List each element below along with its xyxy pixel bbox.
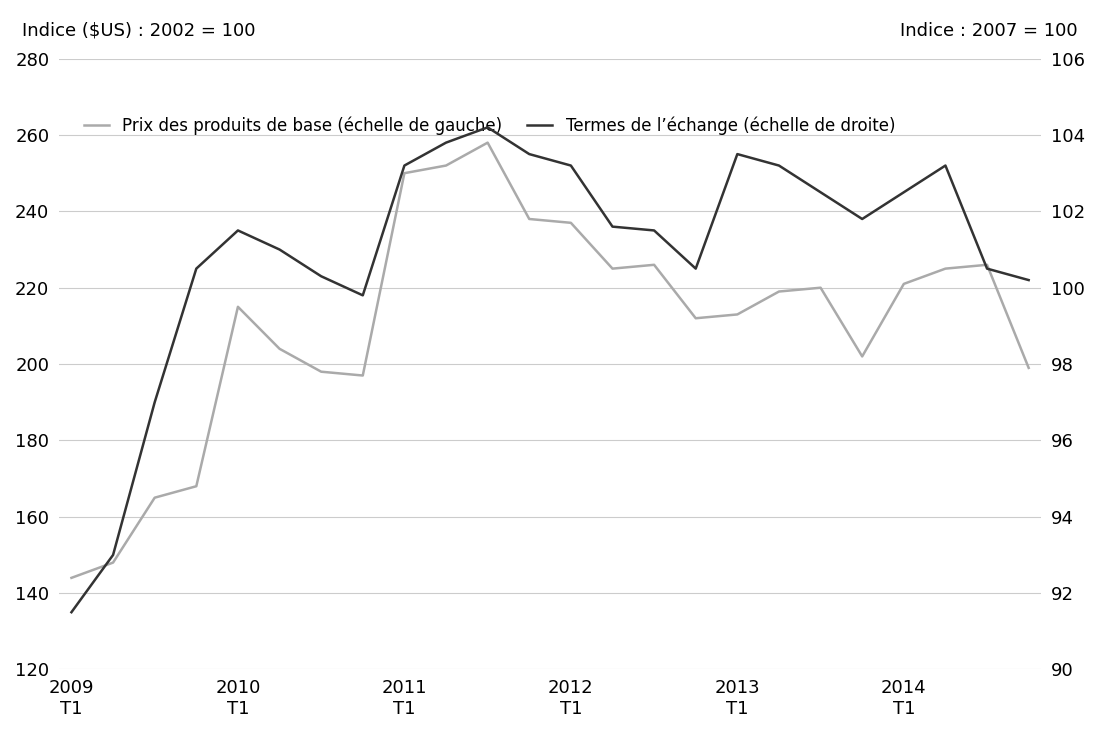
Text: Indice ($US) : 2002 = 100: Indice ($US) : 2002 = 100 bbox=[22, 22, 255, 40]
Legend: Prix des produits de base (échelle de gauche), Termes de l’échange (échelle de d: Prix des produits de base (échelle de ga… bbox=[77, 110, 902, 141]
Text: Indice : 2007 = 100: Indice : 2007 = 100 bbox=[901, 22, 1078, 40]
